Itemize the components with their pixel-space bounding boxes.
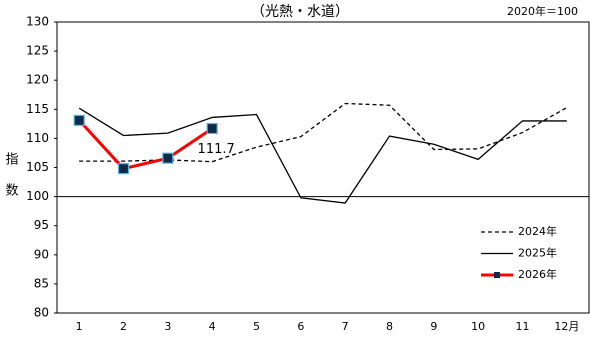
x-tick-label: 10	[471, 320, 485, 333]
y-tick-label: 90	[34, 247, 49, 261]
x-tick-label: 5	[253, 320, 260, 333]
series-line	[79, 102, 568, 163]
x-tick-label: 8	[386, 320, 393, 333]
chart-title: （光熱・水道）	[251, 4, 349, 20]
y-tick-label: 95	[34, 218, 49, 232]
series-line	[78, 119, 214, 171]
legend-label: 2025年	[518, 246, 557, 260]
y-tick-label: 120	[26, 73, 49, 87]
x-tick-label: 9	[430, 320, 437, 333]
x-tick-label: 1	[76, 320, 83, 333]
x-tick-label: 12月	[554, 320, 579, 333]
legend-marker	[494, 272, 500, 278]
y-axis-label: 指数	[3, 152, 19, 214]
y-tick-label: 80	[34, 306, 49, 320]
marker	[162, 152, 174, 164]
y-tick-label: 100	[26, 189, 49, 203]
y-tick-label: 85	[34, 276, 49, 290]
series-line	[78, 107, 567, 204]
marker	[206, 122, 218, 135]
legend-label: 2024年	[518, 224, 557, 238]
legend-label: 2026年	[518, 267, 557, 281]
data-label: 111.7	[198, 142, 235, 157]
x-tick-label: 7	[342, 320, 349, 333]
x-tick-label: 11	[516, 320, 530, 333]
y-tick-label: 115	[26, 102, 49, 116]
y-tick-label: 125	[26, 44, 49, 58]
y-tick-label: 110	[26, 131, 49, 145]
marker	[73, 114, 85, 126]
y-tick-label: 105	[26, 160, 49, 174]
y-tick-label: 130	[26, 15, 49, 29]
marker	[117, 163, 130, 175]
x-tick-label: 6	[297, 320, 304, 333]
chart-subtitle: 2020年＝100	[507, 4, 578, 18]
x-tick-label: 4	[209, 320, 216, 333]
x-tick-label: 3	[164, 320, 171, 333]
x-tick-label: 2	[120, 320, 127, 333]
plot-frame	[56, 21, 590, 314]
